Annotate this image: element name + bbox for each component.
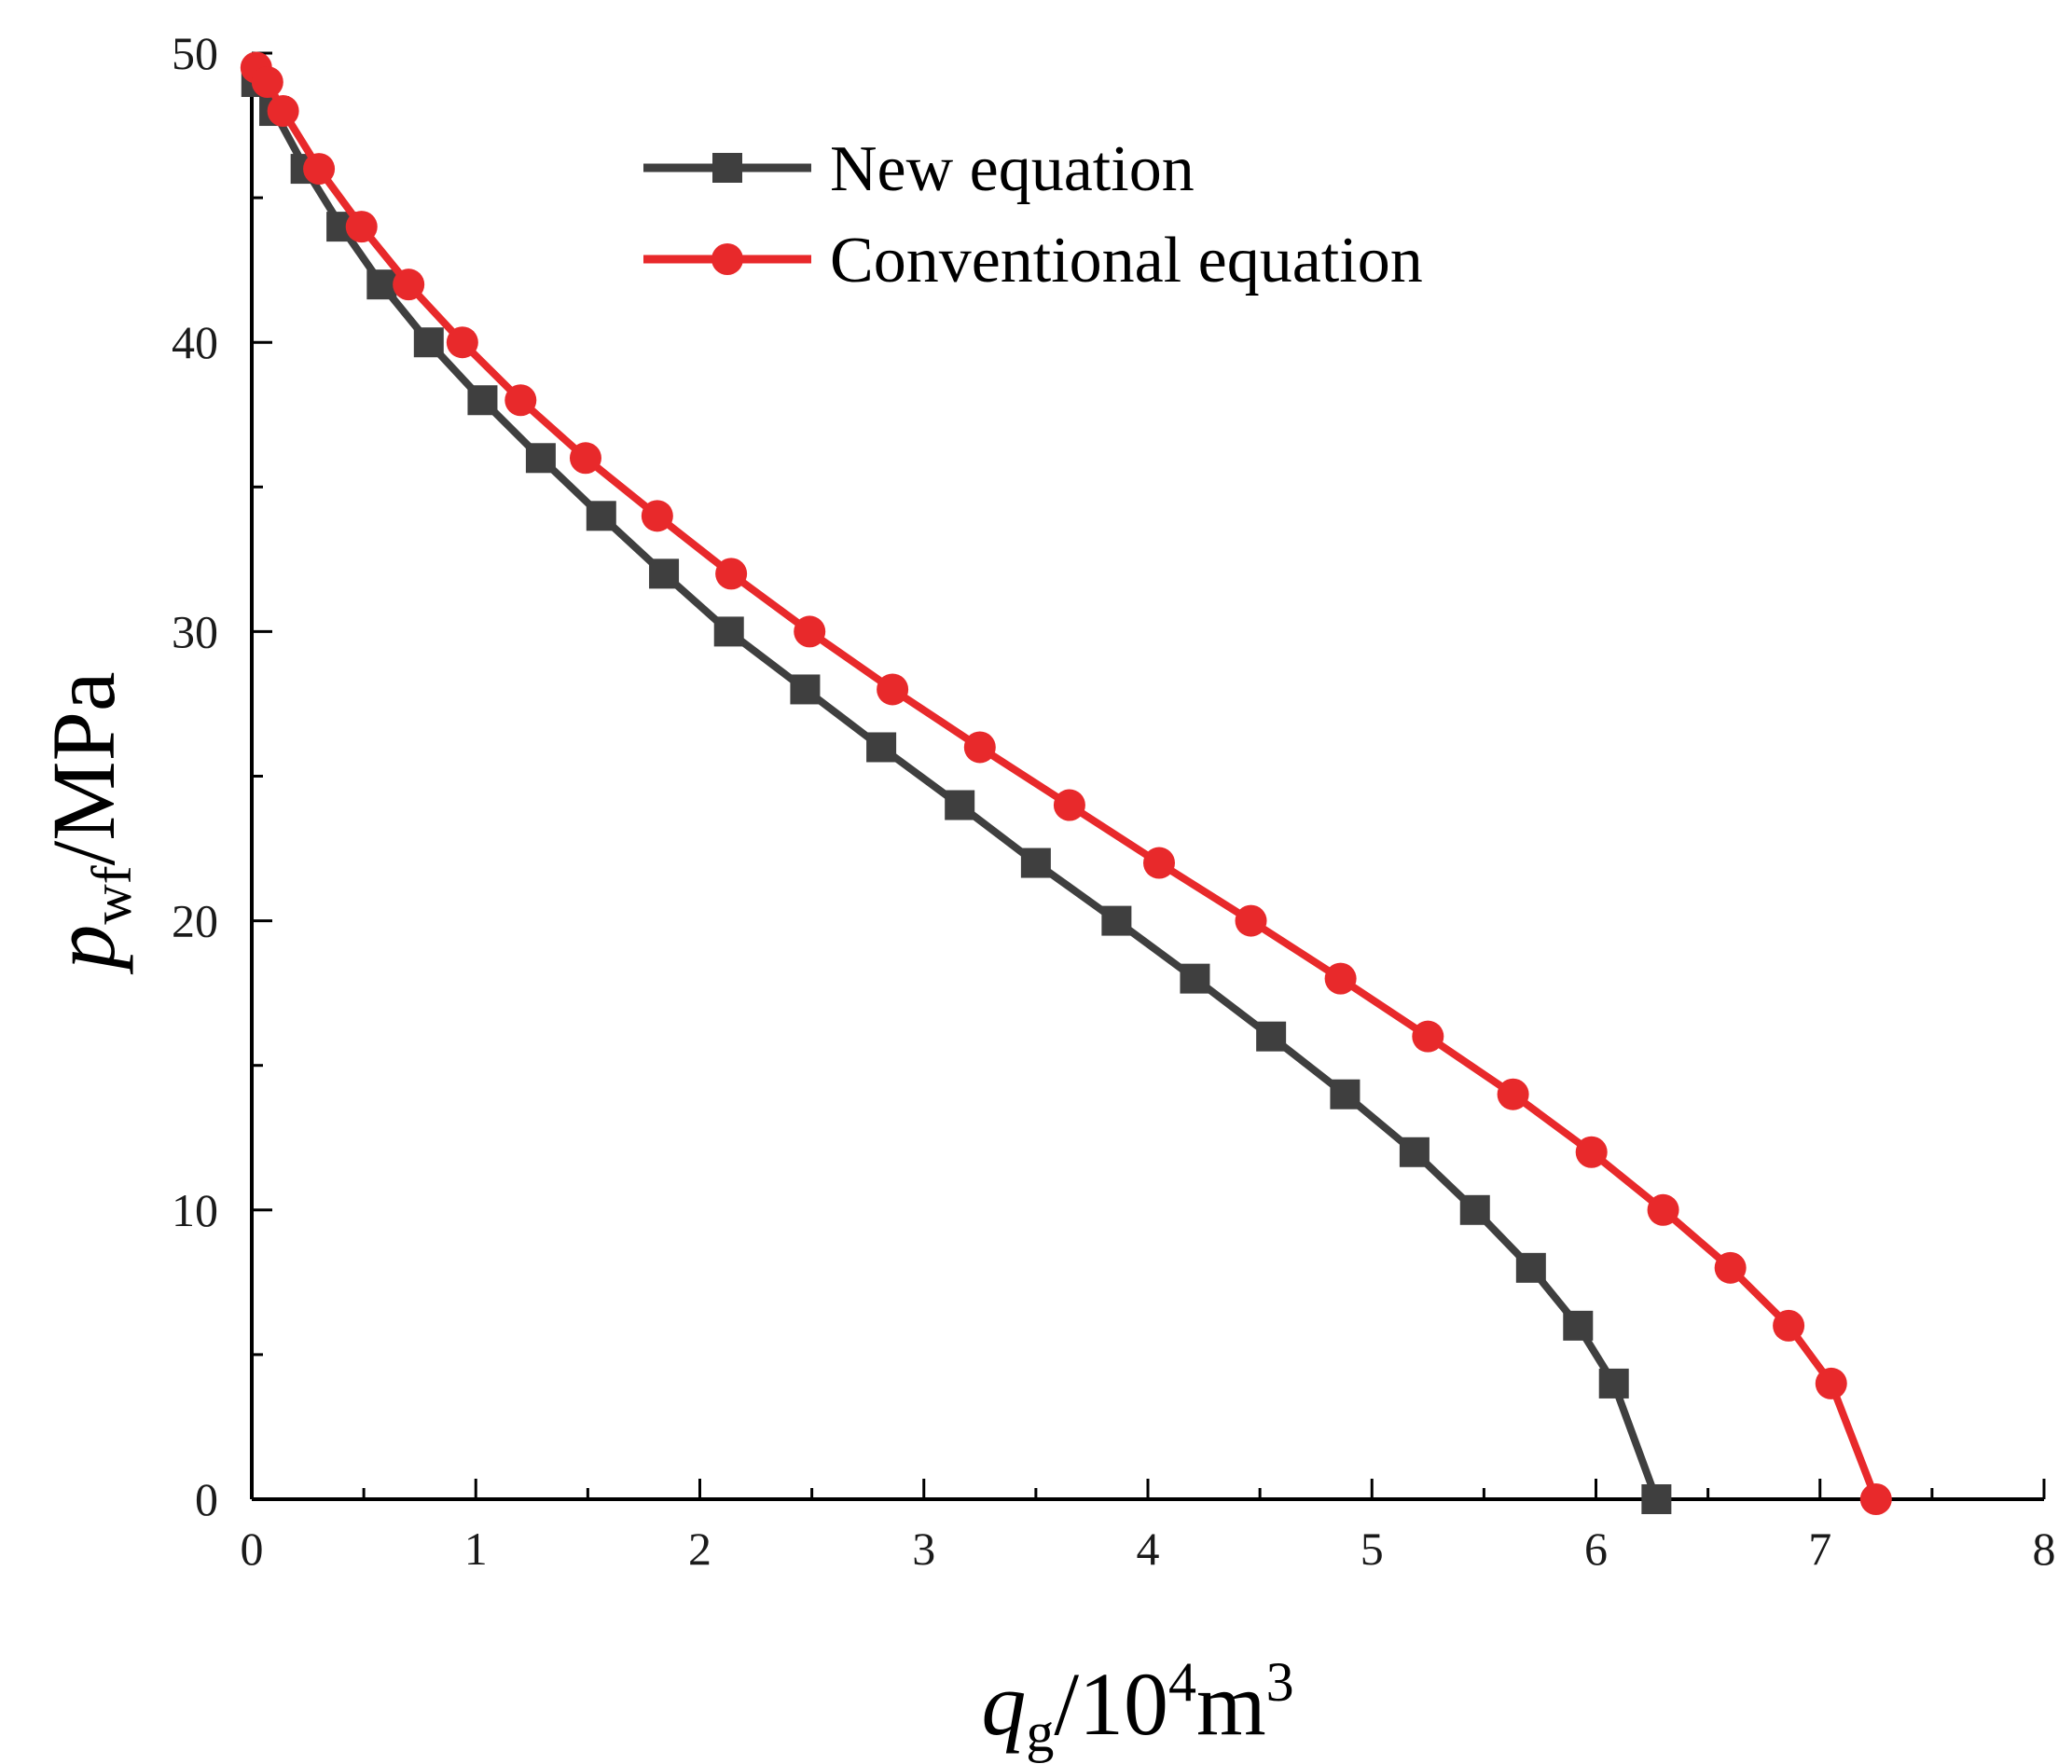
data-point-new-equation — [1515, 1252, 1546, 1283]
series-layer — [240, 51, 1892, 1515]
legend-label-new-equation: New equation — [830, 133, 1195, 205]
x-title-exp2: 3 — [1266, 1651, 1294, 1713]
data-point-conventional-equation — [303, 153, 336, 186]
data-point-conventional-equation — [1575, 1136, 1608, 1168]
data-point-conventional-equation — [877, 673, 909, 706]
x-tick-label: 3 — [912, 1523, 935, 1575]
data-point-conventional-equation — [504, 384, 537, 417]
legend-marker-new-equation — [712, 153, 742, 183]
y-tick-label: 50 — [172, 27, 218, 79]
data-point-conventional-equation — [1143, 847, 1176, 879]
data-point-conventional-equation — [1412, 1020, 1444, 1053]
data-point-new-equation — [586, 501, 616, 531]
data-point-conventional-equation — [794, 615, 826, 648]
data-point-conventional-equation — [446, 326, 478, 359]
x-tick-label: 6 — [1584, 1523, 1608, 1575]
legend: New equation Conventional equation — [643, 133, 1423, 296]
data-point-new-equation — [1256, 1021, 1287, 1052]
data-point-conventional-equation — [393, 269, 425, 301]
x-title-prefix: /10 — [1054, 1654, 1168, 1754]
y-tick-label: 20 — [172, 895, 218, 947]
data-point-new-equation — [413, 327, 444, 358]
data-point-conventional-equation — [1815, 1367, 1847, 1399]
data-point-new-equation — [1459, 1194, 1490, 1225]
data-point-new-equation — [1598, 1368, 1629, 1399]
data-point-conventional-equation — [1859, 1483, 1892, 1515]
y-title-unit: /MPa — [34, 671, 133, 865]
x-title-var: q — [981, 1654, 1026, 1754]
data-point-new-equation — [1020, 848, 1051, 878]
y-title-sub: wf — [81, 865, 143, 924]
data-point-new-equation — [790, 674, 821, 705]
data-point-new-equation — [945, 790, 975, 820]
data-point-new-equation — [1399, 1137, 1430, 1167]
data-point-conventional-equation — [569, 442, 601, 475]
data-point-new-equation — [1563, 1310, 1594, 1341]
data-point-conventional-equation — [715, 558, 748, 590]
x-title-mid: m — [1196, 1654, 1266, 1754]
x-title-exp1: 4 — [1168, 1651, 1196, 1713]
axes — [250, 53, 2044, 1501]
data-point-conventional-equation — [963, 731, 996, 764]
y-tick-label: 10 — [172, 1184, 218, 1236]
data-point-new-equation — [1641, 1484, 1672, 1514]
y-tick-label: 0 — [195, 1473, 218, 1525]
data-point-conventional-equation — [641, 500, 673, 532]
x-axis-title: qg/104m3 — [981, 1651, 1293, 1763]
data-point-conventional-equation — [251, 66, 283, 99]
data-point-new-equation — [366, 269, 397, 300]
data-point-conventional-equation — [1647, 1193, 1679, 1226]
tick-labels-layer: 0 1 2 3 4 5 6 7 8 0 10 20 30 40 50 — [172, 27, 2056, 1575]
data-point-new-equation — [649, 558, 680, 589]
data-point-new-equation — [713, 616, 744, 647]
x-tick-label: 7 — [1808, 1523, 1831, 1575]
series-conventional-equation — [240, 51, 1892, 1515]
data-point-conventional-equation — [1714, 1251, 1747, 1284]
legend-label-conventional-equation: Conventional equation — [830, 225, 1423, 296]
data-point-new-equation — [1101, 905, 1132, 936]
data-point-conventional-equation — [267, 95, 299, 128]
series-new-equation — [241, 67, 1672, 1514]
y-title-var: p — [34, 925, 133, 975]
data-point-new-equation — [525, 443, 556, 474]
data-point-new-equation — [467, 385, 498, 416]
x-tick-label: 1 — [464, 1523, 488, 1575]
legend-marker-conventional-equation — [711, 243, 743, 275]
data-point-conventional-equation — [1497, 1078, 1529, 1110]
x-title-sub: g — [1026, 1702, 1054, 1763]
y-axis-title: pwf/MPa — [34, 671, 143, 974]
x-tick-label: 0 — [241, 1523, 264, 1575]
data-point-new-equation — [1180, 963, 1210, 994]
data-point-conventional-equation — [1053, 789, 1085, 821]
data-point-conventional-equation — [1773, 1309, 1805, 1342]
data-point-conventional-equation — [1324, 962, 1357, 995]
x-tick-label: 8 — [2033, 1523, 2056, 1575]
data-point-conventional-equation — [345, 211, 378, 243]
y-tick-label: 30 — [172, 605, 218, 657]
x-tick-label: 4 — [1137, 1523, 1160, 1575]
x-tick-label: 2 — [688, 1523, 711, 1575]
x-tick-label: 5 — [1361, 1523, 1384, 1575]
data-point-new-equation — [866, 732, 897, 763]
data-point-new-equation — [1330, 1079, 1361, 1109]
y-tick-label: 40 — [172, 316, 218, 368]
data-point-conventional-equation — [1235, 904, 1267, 937]
